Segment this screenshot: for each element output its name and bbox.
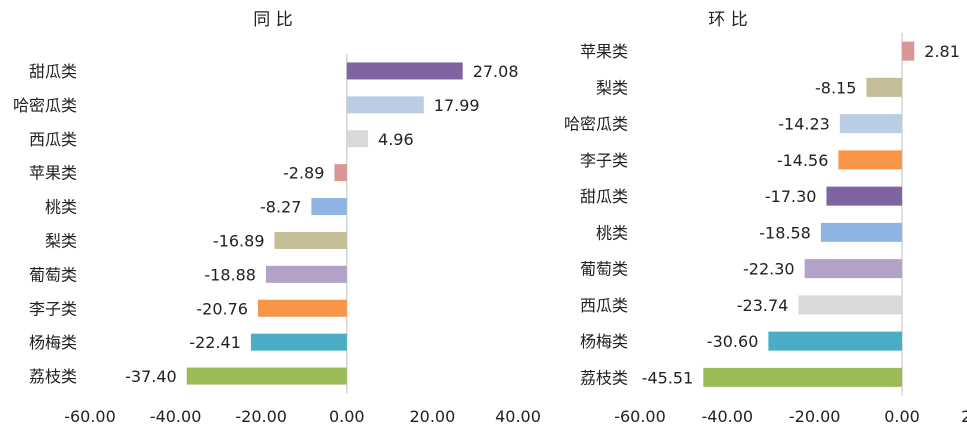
bar <box>265 265 347 283</box>
data-label: -14.23 <box>778 115 830 134</box>
x-tick-label: -20.00 <box>789 407 841 426</box>
bar <box>838 150 902 170</box>
data-label: 4.96 <box>378 130 414 149</box>
category-label: 苹果类 <box>29 164 77 183</box>
data-label: 2.81 <box>924 42 960 61</box>
bar <box>186 367 347 385</box>
bar <box>703 367 902 387</box>
x-tick-label: -40.00 <box>150 407 202 426</box>
x-tick-label: -60.00 <box>64 407 116 426</box>
data-label: 17.99 <box>434 96 480 115</box>
data-label: -8.27 <box>260 198 301 217</box>
data-label: -22.30 <box>743 260 795 279</box>
data-label: -45.51 <box>642 368 694 387</box>
data-label: -23.74 <box>737 296 789 315</box>
category-label: 哈密瓜类 <box>13 96 77 115</box>
x-tick-label: 0.00 <box>884 407 920 426</box>
bar <box>346 62 463 80</box>
x-tick-label: 20.00 <box>409 407 455 426</box>
bar <box>346 96 424 114</box>
chart-title: 环 比 <box>708 10 747 30</box>
data-label: -37.40 <box>125 367 177 386</box>
chart-title: 同 比 <box>253 10 292 30</box>
bar <box>798 295 902 315</box>
category-label: 西瓜类 <box>580 296 628 315</box>
data-label: 27.08 <box>473 62 519 81</box>
x-tick-label: -20.00 <box>235 407 287 426</box>
bar <box>274 231 347 249</box>
category-label: 李子类 <box>580 151 628 170</box>
category-label: 苹果类 <box>580 42 628 61</box>
category-label: 葡萄类 <box>29 265 77 284</box>
bar <box>768 331 902 351</box>
x-tick-label: 2 <box>961 407 967 426</box>
data-label: -30.60 <box>707 332 759 351</box>
bar <box>826 186 902 206</box>
category-label: 哈密瓜类 <box>564 115 628 134</box>
data-label: -14.56 <box>777 151 829 170</box>
x-tick-label: -60.00 <box>614 407 666 426</box>
bar <box>257 299 347 317</box>
category-label: 杨梅类 <box>29 333 77 352</box>
bar <box>334 164 347 182</box>
category-label: 甜瓜类 <box>580 187 628 206</box>
category-label: 荔枝类 <box>29 367 77 386</box>
bar <box>866 77 902 97</box>
bar <box>346 130 369 148</box>
category-label: 葡萄类 <box>580 260 628 279</box>
category-label: 桃类 <box>596 223 628 242</box>
bar <box>311 198 347 216</box>
bar <box>839 114 902 134</box>
data-label: -2.89 <box>283 164 324 183</box>
x-tick-label: 40.00 <box>495 407 541 426</box>
bar <box>804 259 902 279</box>
category-label: 梨类 <box>45 231 77 250</box>
bar <box>902 41 915 61</box>
data-label: -8.15 <box>815 78 856 97</box>
category-label: 甜瓜类 <box>29 62 77 81</box>
category-label: 荔枝类 <box>580 368 628 387</box>
x-tick-label: -40.00 <box>702 407 754 426</box>
category-label: 桃类 <box>45 198 77 217</box>
data-label: -16.89 <box>213 231 265 250</box>
data-label: -17.30 <box>765 187 817 206</box>
data-label: -18.88 <box>204 265 256 284</box>
x-tick-label: 0.00 <box>329 407 365 426</box>
bar <box>820 222 902 242</box>
category-label: 杨梅类 <box>580 332 628 351</box>
category-label: 梨类 <box>596 78 628 97</box>
data-label: -18.58 <box>759 223 811 242</box>
bar <box>250 333 347 351</box>
category-label: 李子类 <box>29 299 77 318</box>
category-label: 西瓜类 <box>29 130 77 149</box>
data-label: -20.76 <box>196 299 248 318</box>
data-label: -22.41 <box>189 333 241 352</box>
